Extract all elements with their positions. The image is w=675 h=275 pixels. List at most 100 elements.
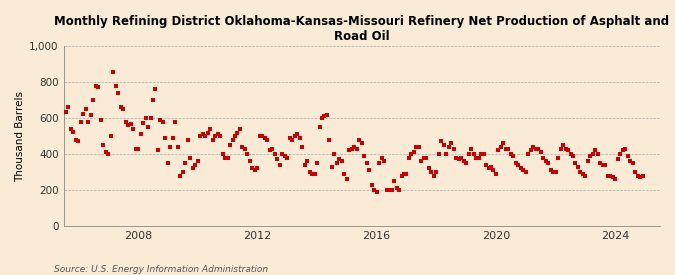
Point (346, 147, 357, 151)
Point (568, 154, 578, 158)
Point (133, 147, 144, 151)
Point (215, 134, 225, 138)
Point (254, 134, 265, 138)
Point (321, 112, 332, 117)
Point (406, 152, 417, 156)
Point (545, 168, 556, 172)
Point (367, 182, 377, 187)
Point (182, 138, 193, 142)
Point (597, 163, 608, 167)
Point (513, 163, 524, 167)
Point (344, 148, 355, 153)
Point (535, 150, 546, 155)
Point (627, 161, 638, 165)
Point (488, 168, 499, 172)
Point (595, 161, 605, 165)
Point (90, 84, 101, 88)
Point (195, 134, 206, 138)
Point (306, 172, 317, 176)
Point (235, 127, 246, 131)
Point (498, 141, 509, 145)
Point (110, 84, 121, 88)
Point (138, 120, 148, 125)
Point (389, 179, 400, 183)
Point (197, 132, 208, 136)
Point (284, 136, 295, 140)
Point (135, 132, 146, 136)
Point (423, 166, 434, 170)
Point (86, 112, 97, 117)
Point (448, 147, 459, 151)
Point (207, 138, 218, 142)
Point (185, 155, 196, 160)
Point (188, 166, 198, 170)
Point (426, 170, 437, 174)
Point (252, 166, 263, 170)
Point (543, 161, 554, 165)
Point (610, 177, 621, 182)
Point (269, 152, 280, 156)
Point (219, 155, 230, 160)
Point (95, 118, 106, 122)
Point (560, 147, 571, 151)
Point (65, 127, 76, 131)
Point (272, 157, 283, 162)
Point (123, 123, 134, 128)
Point (394, 188, 404, 192)
Point (600, 163, 611, 167)
Point (587, 152, 598, 156)
Point (520, 170, 531, 174)
Point (506, 152, 516, 156)
Point (608, 175, 618, 180)
Point (630, 170, 641, 174)
Point (230, 134, 240, 138)
Point (622, 154, 633, 158)
Point (63, 105, 74, 109)
Point (431, 170, 441, 174)
Point (153, 148, 163, 153)
Point (192, 159, 203, 163)
Point (314, 125, 325, 129)
Point (108, 70, 119, 75)
Point (336, 159, 347, 163)
Point (364, 168, 375, 172)
Title: Monthly Refining District Oklahoma-Kansas-Missouri Refinery Net Production of As: Monthly Refining District Oklahoma-Kansa… (54, 15, 670, 43)
Point (553, 155, 564, 160)
Point (225, 143, 236, 147)
Point (339, 172, 350, 176)
Point (163, 161, 173, 165)
Point (217, 152, 228, 156)
Point (618, 148, 628, 153)
Point (83, 120, 94, 124)
Point (237, 145, 248, 149)
Point (250, 168, 261, 172)
Point (404, 155, 414, 160)
Point (391, 186, 402, 190)
Point (565, 152, 576, 156)
Point (454, 157, 464, 162)
Point (175, 174, 186, 178)
Point (232, 130, 243, 135)
Point (265, 148, 275, 153)
Point (292, 132, 302, 136)
Point (244, 159, 255, 163)
Point (510, 161, 521, 165)
Point (167, 136, 178, 140)
Point (612, 157, 623, 162)
Point (78, 111, 89, 116)
Point (240, 147, 250, 151)
Point (304, 170, 315, 174)
Point (80, 107, 91, 111)
Point (302, 159, 313, 163)
Point (493, 148, 504, 153)
Point (379, 159, 389, 163)
Point (523, 152, 534, 156)
Point (327, 164, 338, 169)
Point (329, 152, 340, 156)
Point (466, 147, 477, 151)
Point (359, 154, 370, 158)
Point (451, 155, 462, 160)
Point (518, 168, 529, 172)
Point (294, 136, 305, 140)
Point (495, 145, 506, 149)
